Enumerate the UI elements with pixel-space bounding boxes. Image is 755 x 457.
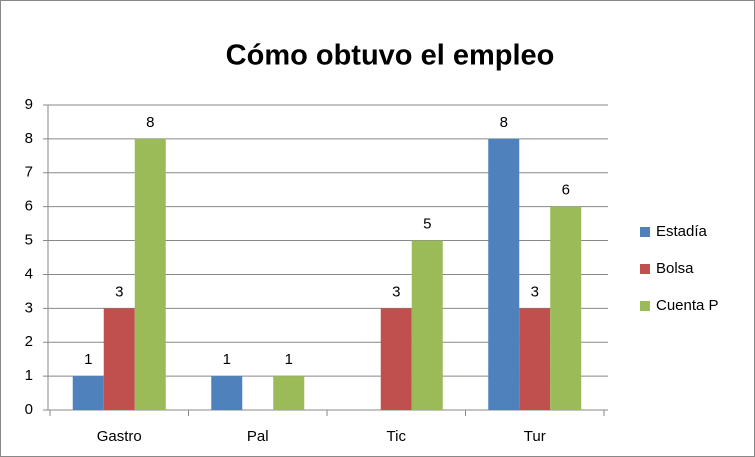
bar [103, 308, 135, 410]
y-tick-label: 1 [25, 367, 33, 384]
data-label: 5 [423, 216, 431, 233]
chart-title: Cómo obtuvo el empleo [226, 40, 555, 72]
y-tick-label: 3 [25, 299, 33, 316]
bar [519, 308, 551, 410]
legend-swatch [640, 227, 650, 237]
data-label: 8 [146, 114, 154, 131]
y-tick-label: 8 [25, 130, 33, 147]
legend-label: Bolsa [656, 260, 694, 277]
x-tick-label: Pal [247, 428, 269, 445]
x-tick-label: Tic [387, 428, 407, 445]
bar [488, 138, 520, 410]
bar [550, 206, 582, 410]
y-tick-label: 7 [25, 164, 33, 181]
x-tick-label: Gastro [97, 428, 142, 445]
data-label: 3 [115, 283, 123, 300]
y-tick-label: 0 [25, 401, 33, 418]
legend-swatch [640, 301, 650, 311]
legend-swatch [640, 264, 650, 274]
bar [211, 376, 243, 410]
data-label: 6 [562, 182, 570, 199]
data-label: 1 [223, 351, 231, 368]
data-label: 8 [500, 114, 508, 131]
data-label: 1 [285, 351, 293, 368]
bar [411, 240, 443, 410]
legend-label: Cuenta P [656, 297, 719, 314]
bar [380, 308, 412, 410]
data-label: 3 [531, 283, 539, 300]
data-label: 1 [84, 351, 92, 368]
y-tick-label: 6 [25, 198, 33, 215]
x-tick-label: Tur [524, 428, 546, 445]
y-tick-label: 9 [25, 96, 33, 113]
y-tick-label: 2 [25, 333, 33, 350]
bar [72, 376, 104, 410]
legend-label: Estadía [656, 223, 708, 240]
y-tick-label: 4 [25, 265, 33, 282]
y-tick-label: 5 [25, 232, 33, 249]
data-label: 3 [392, 283, 400, 300]
bar [273, 376, 305, 410]
bar [134, 138, 166, 410]
